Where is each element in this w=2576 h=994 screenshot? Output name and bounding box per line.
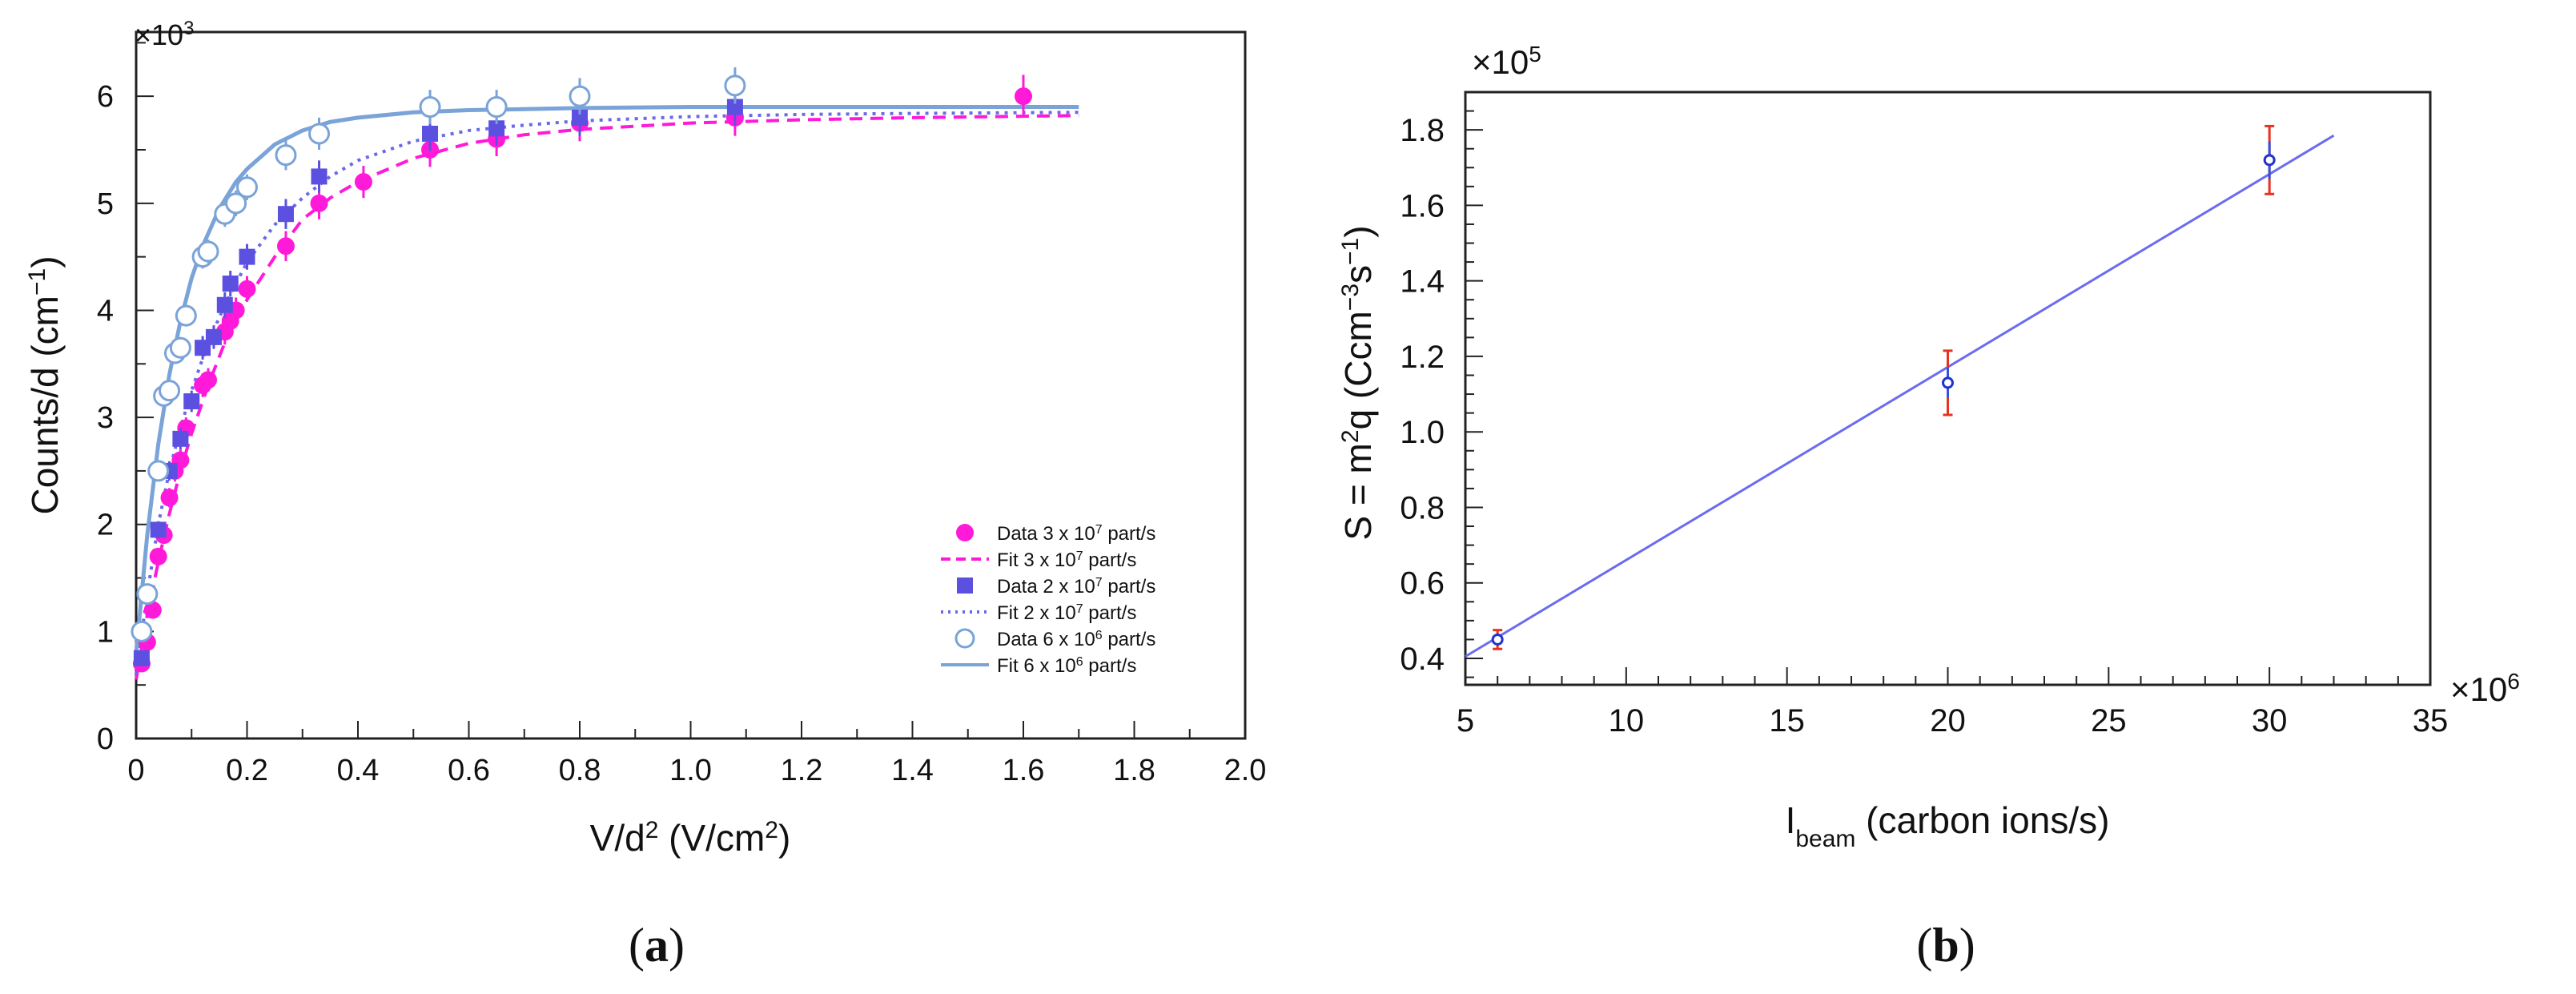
data-point [277,206,294,223]
y-tick-label: 0 [97,722,114,756]
x-tick-label: 15 [1769,703,1805,738]
y-tick-label: 3 [97,401,114,435]
panel-b-x-axis-label: Ibeam (carbon ions/s) [1786,799,2110,852]
data-point [205,328,222,345]
y-tick-label: 5 [97,187,114,221]
data-point [1015,87,1032,106]
legend-label: Fit 6 x 106 part/s [997,655,1136,678]
panel-b-x-multiplier: ×106 [2450,669,2520,709]
panel-b-y-multiplier: ×105 [1472,42,1541,82]
data-point [136,583,159,606]
x-tick-label: 1.2 [781,754,823,787]
data-point [172,430,189,447]
y-tick-label: 1.4 [1400,264,1445,300]
x-tick-label: 35 [2413,703,2449,738]
x-tick-label: 1.8 [1113,754,1155,787]
y-tick-label: 0.4 [1400,642,1445,677]
data-point [311,168,328,185]
data-point [197,240,219,263]
y-tick-label: 2 [97,509,114,542]
data-point [175,304,197,327]
x-tick-label: 0.2 [226,754,268,787]
data-point [238,280,256,298]
x-tick-label: 0.4 [337,754,380,787]
data-point [275,144,297,167]
data-point [133,650,150,666]
data-point [572,109,588,126]
panel-b-chart: 5 10 15 20 25 30 35 0.4 0.6 0.8 1.0 1.2 1.4 1.6 1.8 ×1… [1337,42,2520,852]
panel-a-legend: Data 3 x 107 part/s Fit 3 x 107 part/s Dat… [941,523,1155,678]
y-tick-label: 0.8 [1400,490,1445,525]
panel-b-y-axis-label: S = m2q (Ccm−3s−1) [1337,225,1380,540]
data-point [143,601,162,619]
legend-label: Fit 2 x 107 part/s [997,602,1136,625]
data-point [236,176,258,199]
x-tick-label: 20 [1930,703,1966,738]
data-point [726,99,743,115]
panel-label-b: (b) [1916,919,1975,972]
y-tick-label: 0.6 [1400,566,1445,602]
y-tick-label: 4 [97,294,114,328]
data-point [276,237,295,256]
legend-label: Fit 3 x 107 part/s [997,549,1136,572]
y-tick-label: 1 [97,615,114,649]
data-point [354,173,372,191]
legend-marker [957,577,973,594]
legend-marker [954,628,975,649]
data-point [149,547,167,565]
x-tick-label: 0 [127,754,144,787]
data-point [147,460,170,482]
x-tick-label: 30 [2252,703,2288,738]
data-point [422,125,439,142]
data-point [160,489,179,507]
y-tick-label: 1.0 [1400,415,1445,450]
x-tick-label: 2.0 [1224,754,1267,787]
data-point [222,276,239,292]
data-point [310,194,328,212]
data-point [308,123,331,145]
x-tick-label: 25 [2091,703,2127,738]
data-point [131,620,153,642]
x-tick-label: 1.6 [1003,754,1045,787]
data-point [159,380,181,402]
x-tick-label: 5 [1457,703,1474,738]
y-tick-label: 1.2 [1400,340,1445,375]
y-tick-label: 6 [97,80,114,114]
data-point [1491,633,1504,646]
y-tick-label: 1.6 [1400,188,1445,223]
panel-a-x-axis-label: V/d2 (V/cm2) [590,817,791,859]
data-point [724,74,746,97]
data-point [485,96,508,119]
legend-marker [956,524,974,541]
data-point [1942,376,1954,389]
legend-label: Data 2 x 107 part/s [997,576,1155,598]
x-tick-label: 0.6 [448,754,490,787]
data-point [169,336,191,359]
data-point [150,521,167,538]
y-tick-label: 1.8 [1400,113,1445,148]
x-tick-label: 0.8 [559,754,601,787]
data-point [419,96,441,119]
data-point [216,296,233,313]
legend-label: Data 3 x 107 part/s [997,523,1155,545]
data-point [2263,154,2276,167]
panel-a-plot-frame [135,30,1247,740]
data-point [239,248,255,265]
data-point [183,393,200,410]
data-point [199,371,218,389]
panel-a-y-axis-label: Counts/d (cm−1) [24,256,66,514]
panel-label-a: (a) [629,919,685,972]
fit-line [1465,134,2335,658]
data-point [225,192,247,215]
x-tick-label: 10 [1609,703,1645,738]
panel-a-chart: 0 0.2 0.4 0.6 0.8 1.0 1.2 1.4 1.6 1.8 2.0 0 1 2 3 4 5 6 ×… [24,18,1267,859]
x-tick-label: 1.0 [669,754,712,787]
panel-a-y-multiplier: ×103 [135,18,194,52]
data-point [488,120,505,137]
legend-label: Data 6 x 106 part/s [997,629,1155,651]
x-tick-label: 1.4 [891,754,934,787]
data-point [569,85,591,107]
